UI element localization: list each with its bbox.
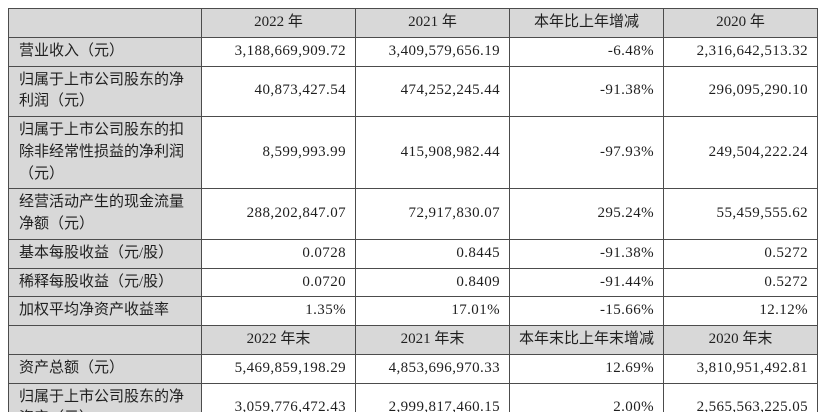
- cell-value: 2.00%: [509, 382, 664, 412]
- corner-cell: [8, 8, 202, 38]
- cell-value: 2,316,642,513.32: [663, 36, 818, 67]
- cell-value: 3,188,669,909.72: [201, 36, 356, 67]
- cell-value: 0.5272: [663, 267, 818, 298]
- cell-value: -91.44%: [509, 267, 664, 298]
- cell-value: -91.38%: [509, 65, 664, 117]
- cell-value: 474,252,245.44: [355, 65, 510, 117]
- row-label: 加权平均净资产收益率: [8, 296, 202, 326]
- column-header: 2021 年: [355, 8, 510, 38]
- financial-summary-table: 2022 年 2021 年本年比上年增减 2020 年营业收入（元） 3,188,66…: [8, 8, 818, 412]
- table-row: 经营活动产生的现金流量净额（元） 288,202,847.07 72,917,830…: [8, 188, 818, 240]
- cell-value: 72,917,830.07: [355, 188, 510, 240]
- cell-value: 12.69%: [509, 353, 664, 384]
- cell-value: 4,853,696,970.33: [355, 353, 510, 384]
- table-row: 基本每股收益（元/股） 0.0728 0.8445 -91.38% 0.5272: [8, 238, 818, 269]
- cell-value: 12.12%: [663, 296, 818, 326]
- row-label: 归属于上市公司股东的净利润（元）: [8, 65, 202, 117]
- cell-value: 8,599,993.99: [201, 115, 356, 190]
- cell-value: 2,565,563,225.05: [663, 382, 818, 412]
- row-label: 归属于上市公司股东的净资产（元）: [8, 382, 202, 412]
- table-row: 加权平均净资产收益率 1.35% 17.01% -15.66% 12.12%: [8, 296, 818, 326]
- row-label: 稀释每股收益（元/股）: [8, 267, 202, 298]
- column-header: 2020 年: [663, 8, 818, 38]
- cell-value: 0.8445: [355, 238, 510, 269]
- cell-value: 296,095,290.10: [663, 65, 818, 117]
- cell-value: 288,202,847.07: [201, 188, 356, 240]
- cell-value: 17.01%: [355, 296, 510, 326]
- header-row: 2022 年 2021 年本年比上年增减 2020 年: [8, 8, 818, 38]
- row-label: 资产总额（元）: [8, 353, 202, 384]
- cell-value: 3,059,776,472.43: [201, 382, 356, 412]
- column-header: 本年末比上年末增减: [509, 325, 664, 355]
- table-row: 归属于上市公司股东的净资产（元）3,059,776,472.432,999,81…: [8, 382, 818, 412]
- row-label: 基本每股收益（元/股）: [8, 238, 202, 269]
- cell-value: 5,469,859,198.29: [201, 353, 356, 384]
- cell-value: -6.48%: [509, 36, 664, 67]
- cell-value: 1.35%: [201, 296, 356, 326]
- column-header: 本年比上年增减: [509, 8, 664, 38]
- row-label: 归属于上市公司股东的扣除非经常性损益的净利润（元）: [8, 115, 202, 190]
- cell-value: -15.66%: [509, 296, 664, 326]
- cell-value: -91.38%: [509, 238, 664, 269]
- cell-value: 0.0728: [201, 238, 356, 269]
- table-row: 资产总额（元） 5,469,859,198.29 4,853,696,970.33 1…: [8, 353, 818, 384]
- header-row: 2022 年末 2021 年末 本年末比上年末增减 2020 年末: [8, 325, 818, 355]
- column-header: 2022 年末: [201, 325, 356, 355]
- cell-value: 0.8409: [355, 267, 510, 298]
- row-label: 营业收入（元）: [8, 36, 202, 67]
- row-label: 经营活动产生的现金流量净额（元）: [8, 188, 202, 240]
- cell-value: 249,504,222.24: [663, 115, 818, 190]
- corner-cell: [8, 325, 202, 355]
- cell-value: -97.93%: [509, 115, 664, 190]
- cell-value: 3,810,951,492.81: [663, 353, 818, 384]
- column-header: 2022 年: [201, 8, 356, 38]
- cell-value: 0.5272: [663, 238, 818, 269]
- column-header: 2021 年末: [355, 325, 510, 355]
- table-row: 营业收入（元） 3,188,669,909.72 3,409,579,656.19-…: [8, 36, 818, 67]
- table-row: 归属于上市公司股东的净利润（元） 40,873,427.54 474,252,245…: [8, 65, 818, 117]
- cell-value: 55,459,555.62: [663, 188, 818, 240]
- cell-value: 3,409,579,656.19: [355, 36, 510, 67]
- cell-value: 295.24%: [509, 188, 664, 240]
- table-row: 归属于上市公司股东的扣除非经常性损益的净利润（元） 8,599,993.99 415…: [8, 115, 818, 190]
- cell-value: 0.0720: [201, 267, 356, 298]
- column-header: 2020 年末: [663, 325, 818, 355]
- cell-value: 415,908,982.44: [355, 115, 510, 190]
- cell-value: 40,873,427.54: [201, 65, 356, 117]
- table-body: 2022 年 2021 年本年比上年增减 2020 年营业收入（元） 3,188,66…: [8, 8, 818, 412]
- table-row: 稀释每股收益（元/股） 0.0720 0.8409 -91.44% 0.5272: [8, 267, 818, 298]
- cell-value: 2,999,817,460.15: [355, 382, 510, 412]
